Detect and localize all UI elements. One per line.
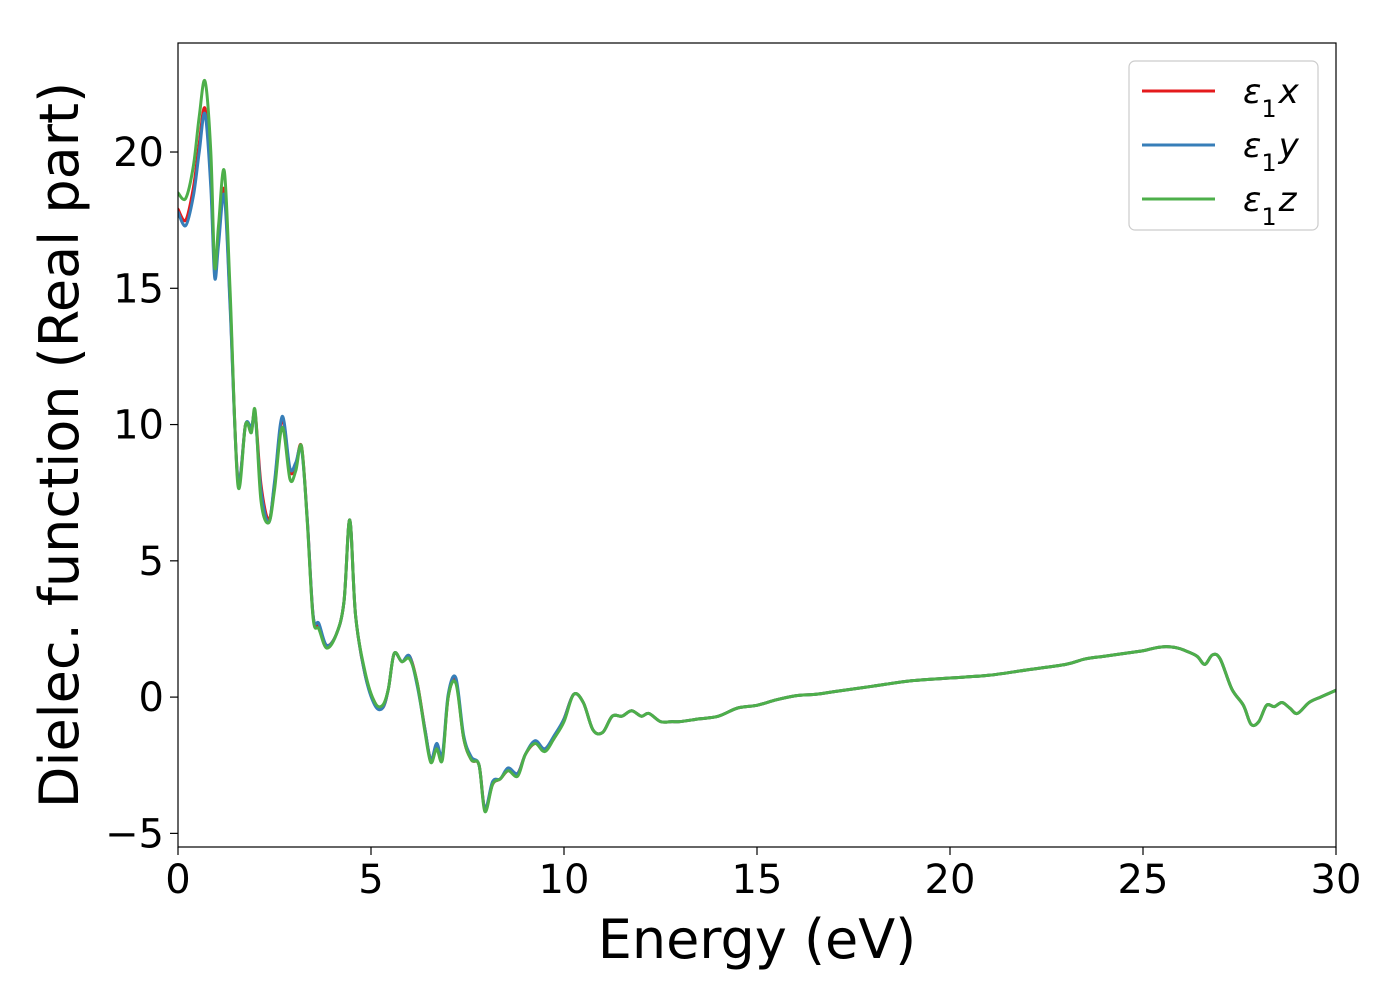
series-group <box>178 78 1336 814</box>
legend-label-z: ε1z <box>1243 180 1298 231</box>
x-axis-ticks: 0 5 10 15 20 25 30 <box>165 847 1361 903</box>
legend-label-y: ε1y <box>1243 126 1300 177</box>
legend-box <box>1128 60 1319 231</box>
y-tick-label: 0 <box>139 675 164 721</box>
y-tick-label: −5 <box>105 811 164 857</box>
y-tick-label: 15 <box>113 266 164 312</box>
legend-label-x: ε1x <box>1243 72 1300 123</box>
x-tick-label: 5 <box>358 857 383 903</box>
y-axis-label: Dielec. function (Real part) <box>28 82 91 808</box>
series-line-z <box>178 78 1336 814</box>
x-tick-label: 20 <box>925 857 976 903</box>
x-tick-label: 0 <box>165 857 190 903</box>
x-axis-label: Energy (eV) <box>598 908 917 971</box>
x-tick-label: 10 <box>539 857 590 903</box>
x-tick-label: 30 <box>1311 857 1362 903</box>
y-tick-label: 10 <box>113 403 164 449</box>
y-tick-label: 5 <box>139 539 164 585</box>
x-tick-label: 25 <box>1118 857 1169 903</box>
x-tick-label: 15 <box>732 857 783 903</box>
y-tick-label: 20 <box>113 130 164 176</box>
y-axis-ticks: −5 0 5 10 15 20 <box>105 130 178 857</box>
